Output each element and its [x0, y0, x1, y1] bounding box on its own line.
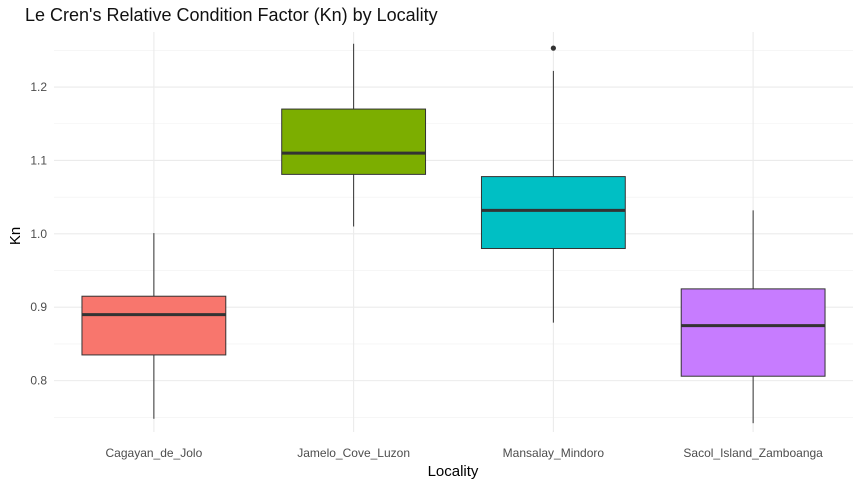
y-tick-label: 0.8: [30, 374, 47, 388]
x-tick-label: Jamelo_Cove_Luzon: [297, 446, 410, 460]
x-tick-label: Mansalay_Mindoro: [503, 446, 605, 460]
box-body: [680, 288, 826, 377]
x-tick-label: Cagayan_de_Jolo: [106, 446, 203, 460]
y-tick-label: 0.9: [30, 300, 47, 314]
y-tick-label: 1.1: [30, 153, 47, 167]
box-body: [81, 295, 227, 356]
box-Sacol_Island_Zamboanga: [680, 210, 826, 424]
y-tick-label: 1.0: [30, 227, 47, 241]
box-Jamelo_Cove_Luzon: [281, 43, 427, 227]
box-Mansalay_Mindoro: [480, 45, 626, 323]
outlier-point: [550, 45, 556, 51]
y-axis-title: Kn: [7, 227, 24, 245]
y-tick-label: 1.2: [30, 80, 47, 94]
box-layer: [81, 43, 826, 424]
tick-layer: 0.8 0.9 1.0 1.1 1.2 Cagayan_de_Jolo Jamelo_Cov…: [30, 80, 823, 460]
x-axis-title: Locality: [428, 463, 479, 480]
box-body: [281, 108, 427, 175]
box-body: [480, 176, 626, 250]
chart-title: Le Cren's Relative Condition Factor (Kn)…: [25, 5, 438, 25]
box-Cagayan_de_Jolo: [81, 233, 227, 419]
x-tick-label: Sacol_Island_Zamboanga: [683, 446, 823, 460]
